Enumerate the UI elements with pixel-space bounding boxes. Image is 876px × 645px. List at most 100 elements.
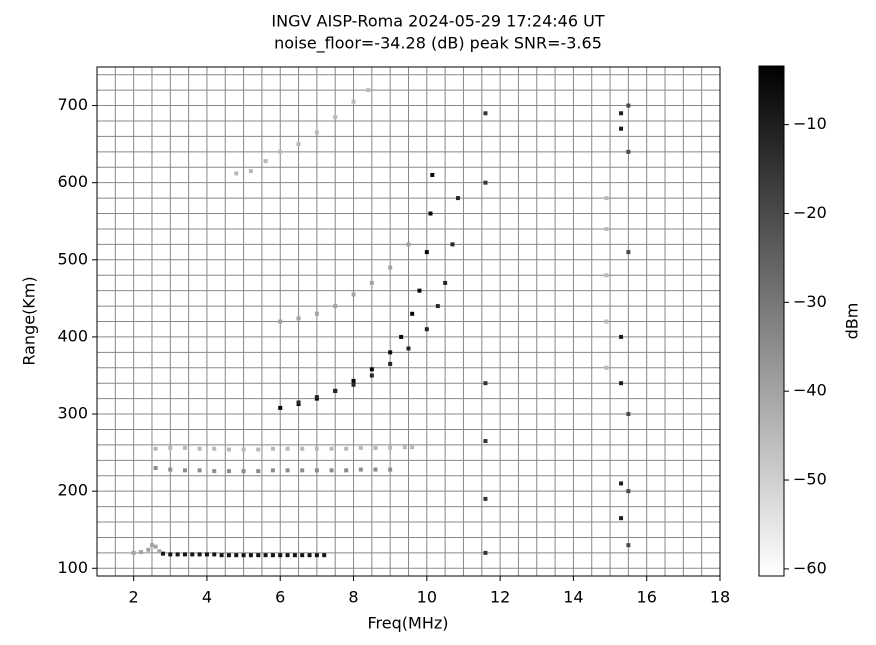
echo — [430, 172, 435, 177]
echo — [300, 446, 305, 451]
echo — [296, 316, 301, 321]
echo — [149, 543, 154, 548]
echo — [604, 196, 609, 201]
echo — [296, 400, 301, 405]
echo — [333, 388, 338, 393]
echo — [604, 273, 609, 278]
echo — [388, 350, 393, 355]
echo — [157, 549, 162, 554]
echo — [197, 446, 202, 451]
echo — [369, 367, 374, 372]
echo — [212, 469, 217, 474]
echo — [626, 250, 631, 255]
echo — [344, 468, 349, 473]
echo — [483, 381, 488, 386]
echo — [358, 445, 363, 450]
colorbar-tick-label: −30 — [793, 292, 827, 311]
echo — [619, 334, 624, 339]
echo — [285, 553, 290, 558]
x-tick-label: 12 — [490, 588, 510, 607]
plot-frame — [96, 66, 721, 577]
echo — [278, 149, 283, 154]
echo — [351, 292, 356, 297]
echo — [388, 445, 393, 450]
echo — [270, 553, 275, 558]
echo — [626, 103, 631, 108]
y-tick-label: 100 — [57, 558, 88, 577]
y-tick-label: 700 — [57, 95, 88, 114]
echo — [219, 553, 224, 558]
y-tick-label: 600 — [57, 172, 88, 191]
colorbar-tick-label: −10 — [793, 114, 827, 133]
echo — [483, 550, 488, 555]
echo — [402, 445, 407, 450]
echo — [619, 126, 624, 131]
echo — [428, 211, 433, 216]
echo — [619, 516, 624, 521]
echo — [197, 468, 202, 473]
echo — [450, 242, 455, 247]
echo — [256, 553, 261, 558]
echo — [388, 361, 393, 366]
echo — [270, 468, 275, 473]
echo — [410, 445, 415, 450]
echo — [146, 547, 151, 552]
echo — [285, 446, 290, 451]
x-axis-label: Freq(MHz) — [368, 614, 449, 633]
echo — [410, 311, 415, 316]
echo — [263, 159, 268, 164]
echo — [226, 447, 231, 452]
echo — [138, 550, 143, 555]
echo — [307, 553, 312, 558]
echo — [373, 467, 378, 472]
echo — [619, 381, 624, 386]
echo — [406, 242, 411, 247]
echo — [369, 373, 374, 378]
echo — [190, 552, 195, 557]
x-tick-label: 10 — [417, 588, 437, 607]
echo — [285, 468, 290, 473]
x-tick-label: 16 — [637, 588, 657, 607]
echo — [212, 446, 217, 451]
echo — [443, 280, 448, 285]
echo — [153, 446, 158, 451]
echo — [435, 304, 440, 309]
echo — [626, 489, 631, 494]
echo — [197, 552, 202, 557]
echo — [241, 469, 246, 474]
echo — [241, 447, 246, 452]
echo — [483, 439, 488, 444]
echo — [314, 395, 319, 400]
echo — [333, 115, 338, 120]
echo — [131, 550, 136, 555]
y-tick-label: 500 — [57, 249, 88, 268]
echo — [263, 553, 268, 558]
echo — [483, 496, 488, 501]
echo — [182, 445, 187, 450]
echo — [314, 311, 319, 316]
echo — [344, 446, 349, 451]
colorbar — [758, 65, 785, 577]
echo — [204, 552, 209, 557]
echo — [248, 169, 253, 174]
echo — [300, 468, 305, 473]
echo — [604, 365, 609, 370]
y-axis-label: Range(Km) — [20, 276, 39, 365]
echo — [314, 468, 319, 473]
echo — [604, 319, 609, 324]
echo — [314, 446, 319, 451]
echo — [226, 469, 231, 474]
echo — [626, 543, 631, 548]
colorbar-label: dBm — [843, 303, 862, 340]
echo — [351, 382, 356, 387]
echo — [153, 544, 158, 549]
echo — [358, 467, 363, 472]
echo — [212, 552, 217, 557]
echo — [406, 346, 411, 351]
echo — [256, 469, 261, 474]
echo — [424, 327, 429, 332]
echo — [278, 553, 283, 558]
chart-title: INGV AISP-Roma 2024-05-29 17:24:46 UT — [271, 12, 604, 31]
colorbar-tick-label: −40 — [793, 381, 827, 400]
echo — [153, 466, 158, 471]
